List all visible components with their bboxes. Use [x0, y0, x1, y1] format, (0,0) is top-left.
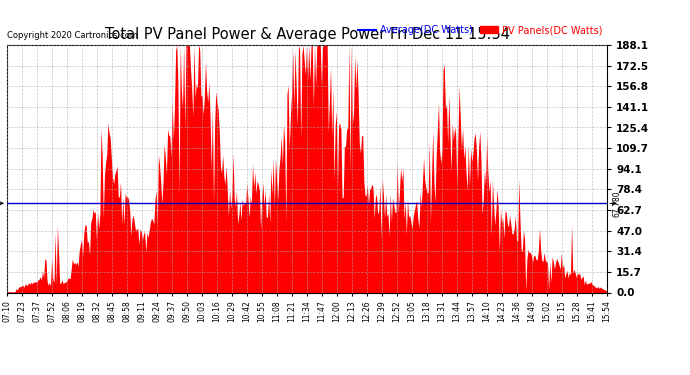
Text: 67.780: 67.780	[613, 190, 622, 217]
Title: Total PV Panel Power & Average Power Fri Dec 11 15:54: Total PV Panel Power & Average Power Fri…	[105, 27, 509, 42]
Text: 67.780: 67.780	[0, 190, 2, 217]
Legend: Average(DC Watts), PV Panels(DC Watts): Average(DC Watts), PV Panels(DC Watts)	[358, 25, 602, 35]
Text: Copyright 2020 Cartronics.com: Copyright 2020 Cartronics.com	[7, 31, 138, 40]
